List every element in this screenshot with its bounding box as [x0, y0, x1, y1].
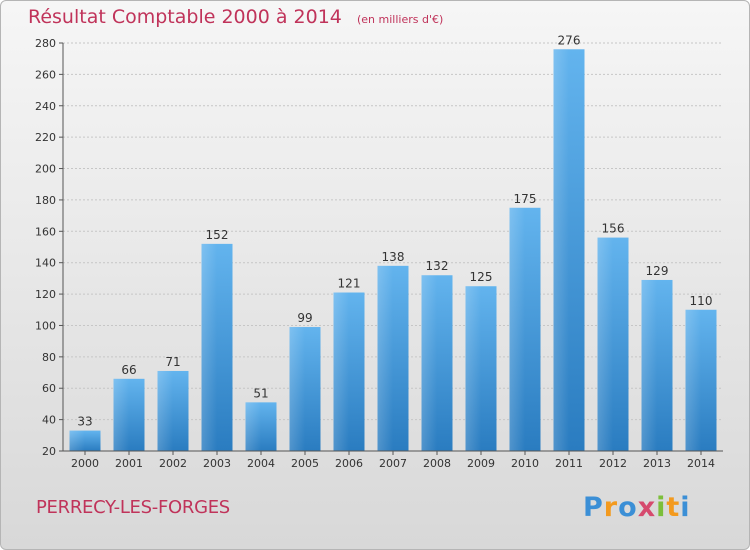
x-tick-label: 2010: [511, 457, 539, 470]
chart-title: Résultat Comptable 2000 à 2014: [28, 6, 342, 28]
y-tick-label: 140: [35, 257, 56, 270]
data-label: 121: [338, 277, 361, 291]
data-label: 175: [514, 192, 537, 206]
y-tick-label: 180: [35, 194, 56, 207]
bar-highlight: [553, 49, 569, 452]
x-tick-label: 2003: [203, 457, 231, 470]
data-label: 71: [165, 355, 180, 369]
bar-chart: 33 66 71 152 51 99 121 138 132 125 175 276 156 129 110…: [35, 33, 723, 470]
x-tick-label: 2006: [335, 457, 363, 470]
bar-highlight: [377, 265, 393, 451]
data-label: 138: [382, 250, 405, 264]
bar-highlight: [157, 370, 173, 451]
x-tick-label: 2007: [379, 457, 407, 470]
bar-highlight: [245, 402, 261, 451]
x-tick-label: 2014: [687, 457, 715, 470]
y-tick-label: 160: [35, 225, 56, 238]
bar-highlight: [421, 275, 437, 451]
proxiti-logo: Proxiti: [583, 492, 691, 523]
bar-highlight: [69, 430, 85, 451]
bar-highlight: [641, 279, 657, 451]
x-tick-label: 2012: [599, 457, 627, 470]
y-tick-label: 220: [35, 131, 56, 144]
y-tick-label: 80: [42, 351, 56, 364]
place-name: PERRECY-LES-FORGES: [36, 497, 230, 518]
bar-highlight: [465, 286, 481, 451]
chart-subtitle: (en milliers d'€): [356, 13, 444, 26]
svg-text:Proxiti: Proxiti: [583, 492, 691, 523]
data-label: 132: [426, 259, 449, 273]
bar-highlight: [289, 327, 305, 451]
x-tick-label: 2005: [291, 457, 319, 470]
bar-highlight: [113, 378, 129, 451]
bar-highlight: [201, 243, 217, 451]
title-row: Résultat Comptable 2000 à 2014 (en milli…: [28, 6, 443, 28]
x-tick-label: 2009: [467, 457, 495, 470]
x-tick-label: 2004: [247, 457, 275, 470]
y-tick-label: 260: [35, 68, 56, 81]
data-label: 152: [206, 228, 229, 242]
y-tick-label: 120: [35, 288, 56, 301]
bar-highlight: [333, 292, 349, 451]
data-label: 66: [121, 363, 136, 377]
data-label: 129: [646, 264, 669, 278]
y-tick-label: 280: [35, 37, 56, 50]
y-tick-label: 200: [35, 163, 56, 176]
y-tick-label: 60: [42, 382, 56, 395]
data-label: 125: [470, 270, 493, 284]
bar-highlight: [597, 237, 613, 451]
x-tick-label: 2001: [115, 457, 143, 470]
x-tick-label: 2011: [555, 457, 583, 470]
y-tick-label: 40: [42, 414, 56, 427]
y-tick-label: 100: [35, 319, 56, 332]
x-tick-label: 2002: [159, 457, 187, 470]
data-label: 156: [602, 222, 625, 236]
x-tick-label: 2008: [423, 457, 451, 470]
data-label: 110: [690, 294, 713, 308]
data-label: 276: [558, 33, 581, 47]
data-label: 33: [77, 415, 92, 429]
bar-highlight: [509, 207, 525, 451]
bar-highlight: [685, 309, 701, 451]
y-tick-label: 20: [42, 445, 56, 458]
data-label: 51: [253, 386, 268, 400]
x-tick-label: 2000: [71, 457, 99, 470]
x-tick-label: 2013: [643, 457, 671, 470]
data-label: 99: [297, 311, 312, 325]
y-tick-label: 240: [35, 100, 56, 113]
